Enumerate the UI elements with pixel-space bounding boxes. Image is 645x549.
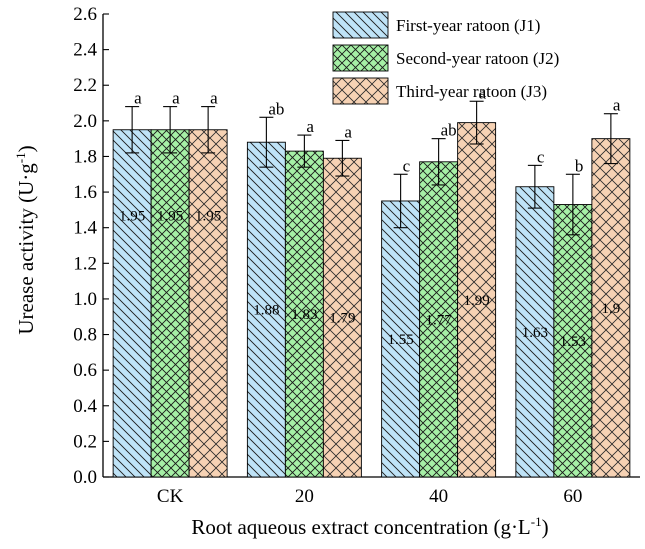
value-label: 1.95 — [119, 208, 145, 224]
value-label: 1.95 — [195, 208, 221, 224]
legend-label-series-1: First-year ratoon (J1) — [396, 16, 540, 35]
significance-label: a — [134, 89, 142, 108]
value-label: 1.83 — [291, 307, 317, 323]
y-tick-label: 2.0 — [73, 111, 97, 132]
bar-40-series-1 — [381, 200, 421, 478]
x-tick-label: CK — [157, 486, 184, 507]
x-tick-label: 20 — [295, 486, 314, 507]
x-axis-title-group: Root aqueous extract concentration (g·L-… — [191, 514, 548, 539]
significance-label: a — [210, 89, 218, 108]
value-label: 1.9 — [602, 301, 621, 317]
y-tick-label: 1.6 — [73, 182, 97, 203]
bar-ck-series-2 — [150, 129, 190, 478]
legend-label-series-2: Second-year ratoon (J2) — [396, 49, 559, 68]
y-axis-title: Urease activity (U·g-1) — [13, 145, 38, 334]
y-axis-title-group: Urease activity (U·g-1) — [13, 145, 38, 334]
value-label: 1.63 — [522, 325, 548, 341]
y-tick-label: 1.8 — [73, 146, 97, 167]
bar-20-series-3 — [322, 157, 362, 478]
legend-swatch-series-1 — [332, 11, 389, 39]
legend: First-year ratoon (J1) Second-year ratoon… — [332, 11, 559, 105]
significance-label: ab — [268, 99, 284, 118]
significance-label: c — [403, 156, 411, 175]
significance-label: c — [537, 147, 545, 166]
legend-swatch-series-3 — [332, 77, 389, 105]
significance-label: a — [613, 96, 621, 115]
y-tick-label: 0.2 — [73, 431, 97, 452]
value-label: 1.55 — [388, 332, 414, 348]
legend-swatch-series-2 — [332, 44, 389, 72]
bar-ck-series-1 — [112, 129, 152, 478]
x-tick-label: 40 — [429, 486, 448, 507]
significance-label: a — [172, 89, 180, 108]
y-tick-label: 2.6 — [73, 4, 97, 25]
legend-label-series-3: Third-year ratoon (J3) — [396, 82, 547, 101]
y-tick-label: 0.6 — [73, 360, 97, 381]
significance-label: ab — [441, 121, 457, 140]
value-label: 1.53 — [560, 334, 586, 350]
bar-40-series-3 — [457, 122, 497, 478]
significance-label: a — [479, 83, 487, 102]
y-tick-label: 1.4 — [73, 218, 97, 239]
x-tick-label: 60 — [563, 486, 582, 507]
y-tick-label: 0.8 — [73, 325, 97, 346]
value-label: 1.77 — [426, 312, 453, 328]
value-label: 1.99 — [464, 293, 490, 309]
y-tick-label: 2.4 — [73, 40, 97, 61]
value-label: 1.79 — [329, 311, 355, 327]
significance-label: a — [306, 117, 314, 136]
y-tick-label: 0.0 — [73, 467, 97, 488]
bar-40-series-2 — [419, 161, 459, 478]
significance-label: a — [344, 122, 352, 141]
value-label: 1.95 — [157, 208, 183, 224]
y-tick-label: 0.4 — [73, 396, 97, 417]
y-tick-label: 1.2 — [73, 253, 97, 274]
y-tick-label: 1.0 — [73, 289, 97, 310]
y-tick-label: 2.2 — [73, 75, 97, 96]
bar-ck-series-3 — [188, 129, 228, 478]
x-axis-title: Root aqueous extract concentration (g·L-… — [191, 514, 548, 539]
significance-label: b — [575, 156, 584, 175]
value-label: 1.88 — [253, 303, 279, 319]
